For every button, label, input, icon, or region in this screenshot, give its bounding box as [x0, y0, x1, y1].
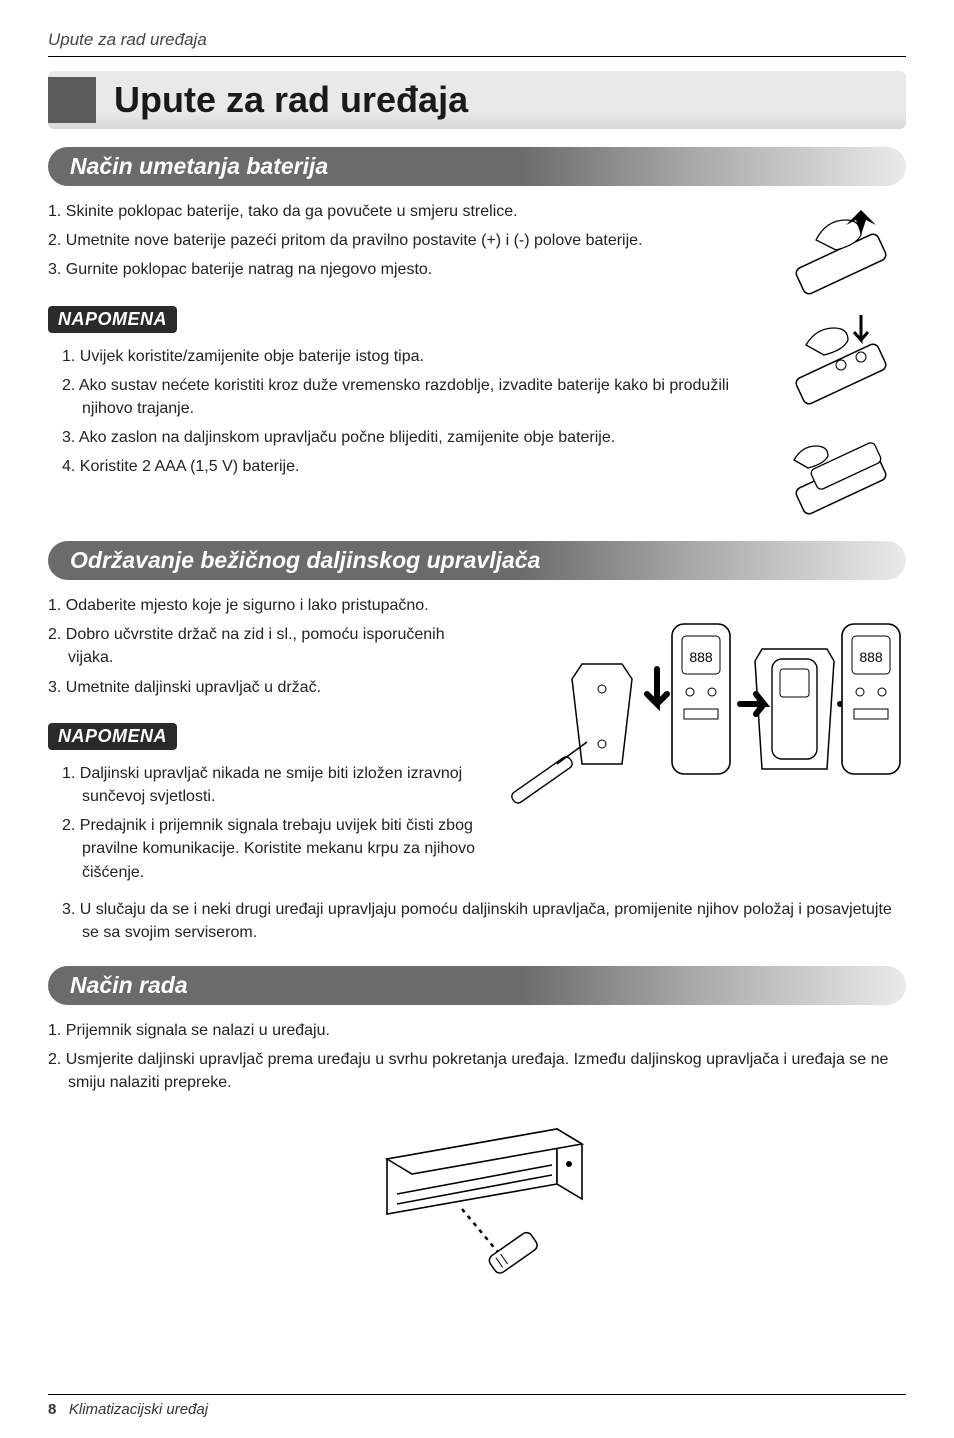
chapter-title: Upute za rad uređaja	[114, 79, 468, 121]
running-header: Upute za rad uređaja	[48, 30, 906, 50]
battery-steps: 1. Skinite poklopac baterije, tako da ga…	[48, 200, 732, 282]
holder-illustration: 888 888	[502, 594, 902, 829]
list-item: 2. Ako sustav nećete koristiti kroz duže…	[62, 374, 732, 420]
remote-battery-illustration	[756, 200, 906, 520]
svg-text:888: 888	[689, 649, 713, 665]
battery-illustrations	[756, 200, 906, 525]
battery-notes: 1. Uvijek koristite/zamijenite obje bate…	[48, 345, 732, 479]
remote-holder-illustration: 888 888	[502, 594, 902, 824]
page-number: 8	[48, 1401, 56, 1418]
chapter-title-container: Upute za rad uređaja	[48, 71, 906, 129]
list-item: 1. Skinite poklopac baterije, tako da ga…	[48, 200, 732, 223]
list-item: 3. Umetnite daljinski upravljač u držač.	[48, 676, 478, 699]
note-label-battery: NAPOMENA	[48, 306, 177, 333]
list-item: 1. Uvijek koristite/zamijenite obje bate…	[62, 345, 732, 368]
ac-unit-illustration	[327, 1109, 627, 1309]
list-item: 4. Koristite 2 AAA (1,5 V) baterije.	[62, 455, 732, 478]
section-heading-operation: Način rada	[48, 966, 906, 1005]
list-item: 3. Ako zaslon na daljinskom upravljaču p…	[62, 426, 732, 449]
section-heading-operation-text: Način rada	[70, 972, 188, 998]
maintain-notes: 1. Daljinski upravljač nikada ne smije b…	[48, 762, 478, 884]
list-item: 2. Dobro učvrstite držač na zid i sl., p…	[48, 623, 478, 669]
top-rule	[48, 56, 906, 57]
maintain-steps: 1. Odaberite mjesto koje je sigurno i la…	[48, 594, 478, 699]
list-item: 1. Daljinski upravljač nikada ne smije b…	[62, 762, 478, 808]
section-heading-maintain-text: Održavanje bežičnog daljinskog upravljač…	[70, 547, 540, 573]
list-item: 1. Odaberite mjesto koje je sigurno i la…	[48, 594, 478, 617]
maintain-notes-continued: 3. U slučaju da se i neki drugi uređaji …	[48, 898, 906, 944]
page-footer: 8 Klimatizacijski uređaj	[48, 1394, 906, 1418]
list-item: 1. Prijemnik signala se nalazi u uređaju…	[48, 1019, 906, 1042]
section-heading-battery-text: Način umetanja baterija	[70, 153, 328, 179]
section-heading-battery: Način umetanja baterija	[48, 147, 906, 186]
operation-steps: 1. Prijemnik signala se nalazi u uređaju…	[48, 1019, 906, 1095]
note-label-maintain: NAPOMENA	[48, 723, 177, 750]
list-item: 3. Gurnite poklopac baterije natrag na n…	[48, 258, 732, 281]
list-item: 2. Umetnite nove baterije pazeći pritom …	[48, 229, 732, 252]
svg-text:888: 888	[859, 649, 883, 665]
footer-label: Klimatizacijski uređaj	[69, 1401, 208, 1418]
list-item: 2. Usmjerite daljinski upravljač prema u…	[48, 1048, 906, 1094]
list-item: 3. U slučaju da se i neki drugi uređaji …	[62, 898, 906, 944]
chapter-title-bar	[48, 77, 96, 123]
section-heading-maintain: Održavanje bežičnog daljinskog upravljač…	[48, 541, 906, 580]
list-item: 2. Predajnik i prijemnik signala trebaju…	[62, 814, 478, 884]
operation-illustration-wrap	[48, 1109, 906, 1314]
